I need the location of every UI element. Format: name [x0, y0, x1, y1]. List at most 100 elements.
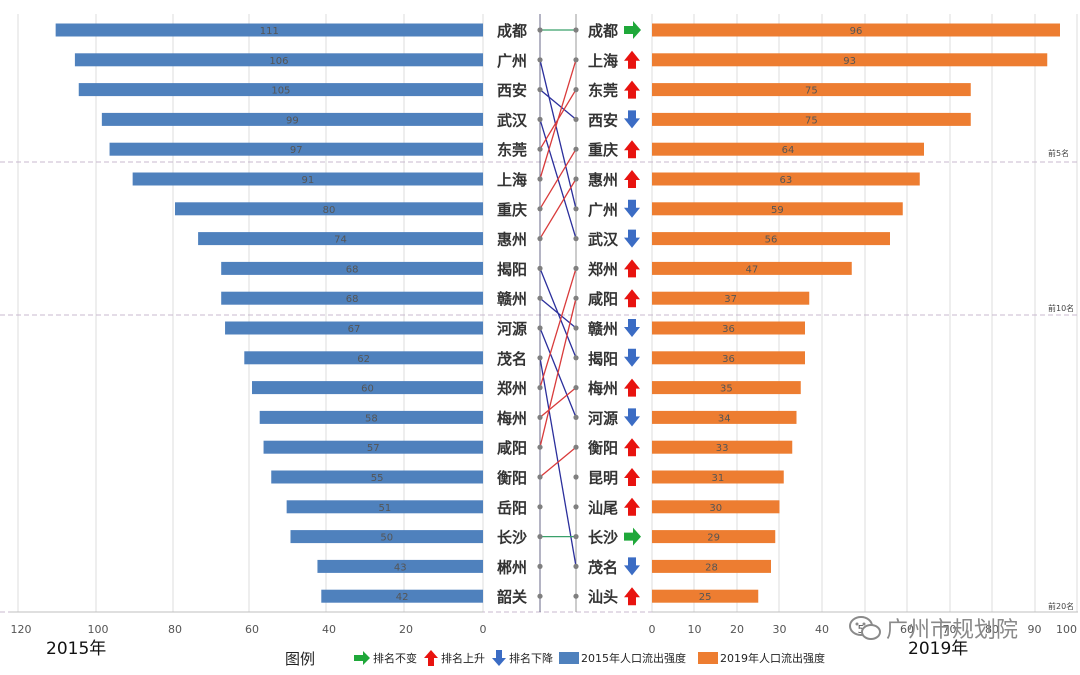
legend-item-2019: 2019年人口流出强度: [698, 650, 825, 666]
bar-2019-value: 35: [720, 384, 733, 395]
bar-2015-value: 68: [346, 294, 359, 305]
rank-dot-left: [537, 176, 543, 182]
city-label-2019: 汕尾: [588, 499, 618, 517]
bar-2015: [55, 23, 484, 37]
bar-2019: [652, 112, 971, 126]
bar-2019: [652, 321, 805, 335]
bar-2019: [652, 83, 971, 97]
city-label-2019: 茂名: [588, 558, 618, 576]
x-tick-left: 20: [399, 623, 413, 636]
city-label-2019: 揭阳: [588, 350, 618, 368]
city-label-2015: 东莞: [497, 141, 527, 159]
rank-link: [539, 89, 577, 120]
city-label-2015: 岳阳: [497, 499, 527, 517]
arrow-down-icon: [624, 319, 640, 337]
city-label-2019: 东莞: [588, 82, 618, 100]
bar-2015: [244, 351, 483, 365]
rank-dot-left: [537, 116, 543, 122]
rank-dot-right: [573, 474, 579, 480]
rank-dot-right: [573, 116, 579, 122]
bar-2015: [259, 410, 483, 424]
rank-dot-left: [537, 385, 543, 391]
rank-link: [539, 59, 577, 180]
bar-2019-value: 64: [782, 145, 795, 156]
bar-2015-value: 91: [301, 175, 314, 186]
x-tick-left: 80: [168, 623, 182, 636]
right-year-label: 2019年: [908, 639, 968, 659]
rank-dot-left: [537, 146, 543, 152]
rank-dot-left: [537, 87, 543, 93]
rank-dot-right: [573, 444, 579, 450]
rank-link: [539, 446, 577, 478]
rank-marker-label: 前5名: [1048, 148, 1069, 158]
bar-2015-value: 67: [348, 324, 361, 335]
arrow-right-icon: [354, 651, 371, 665]
rank-dot-right: [573, 593, 579, 599]
bar-2015: [263, 440, 483, 454]
bar-2015-value: 68: [346, 264, 359, 275]
rank-dot-right: [573, 236, 579, 242]
legend-title: 图例: [285, 649, 316, 668]
bar-2015: [78, 83, 483, 97]
city-label-2015: 惠州: [497, 231, 527, 249]
city-labels: 成都广州西安武汉东莞上海重庆惠州揭阳赣州河源茂名郑州梅州咸阳衡阳岳阳长沙郴州韶关…: [497, 21, 641, 606]
bar-2015-value: 42: [396, 592, 409, 603]
arrow-down-icon: [492, 650, 507, 666]
bar-2015: [198, 232, 483, 246]
right-bars-2019: 96 93 75 75 64 63 59 56 47 37 36 36 35 34 33 31 30 29 28 25: [652, 23, 1060, 603]
bar-2015: [74, 53, 484, 67]
rank-dot-left: [537, 414, 543, 420]
legend-label-2015: 2015年人口流出强度: [581, 652, 687, 665]
x-tick-left: 100: [88, 623, 109, 636]
rank-dot-right: [573, 414, 579, 420]
rank-dot-right: [573, 57, 579, 63]
x-tick-right: 90: [1028, 623, 1042, 636]
legend-label-down: 排名下降: [509, 652, 554, 665]
rank-dot-left: [537, 563, 543, 570]
bar-2015-value: 55: [371, 473, 384, 484]
bar-2019: [652, 351, 805, 365]
rank-dot-right: [573, 295, 579, 301]
city-label-2019: 上海: [588, 52, 618, 70]
rank-link: [539, 387, 577, 418]
bar-2019: [652, 440, 793, 454]
bar-2019: [652, 172, 920, 186]
legend-item-down: 排名下降: [491, 649, 553, 667]
bar-2015: [221, 291, 483, 305]
city-label-2019: 长沙: [588, 529, 618, 547]
bar-2019-value: 37: [724, 294, 737, 305]
bar-2019-value: 36: [722, 324, 735, 335]
watermark: 广州市规划院: [848, 612, 1018, 644]
rank-dot-left: [537, 355, 543, 361]
bar-2019: [652, 232, 890, 246]
city-label-2015: 梅州: [497, 409, 527, 427]
city-label-2015: 衡阳: [497, 469, 527, 487]
x-tick-left: 60: [245, 623, 259, 636]
legend-label-up: 排名上升: [441, 652, 486, 665]
city-label-2019: 武汉: [588, 231, 619, 249]
x-tick-right: 70: [943, 623, 957, 636]
bar-2015: [321, 589, 483, 603]
rank-dot-left: [537, 504, 543, 510]
x-tick-right: 10: [688, 623, 702, 636]
city-label-2019: 昆明: [588, 469, 618, 487]
bar-2015-value: 62: [357, 354, 370, 365]
rank-dot-left: [537, 474, 543, 480]
rank-dot-right: [573, 325, 579, 331]
arrow-down-icon: [624, 110, 640, 129]
rank-dot-right: [573, 27, 579, 33]
rank-dot-right: [573, 355, 579, 361]
x-tick-left: 120: [11, 623, 32, 636]
bar-2019-value: 93: [843, 56, 856, 67]
arrow-up-icon: [624, 587, 640, 606]
bar-2019-value: 28: [705, 562, 718, 573]
rank-link: [539, 178, 577, 239]
city-label-2015: 成都: [497, 22, 527, 40]
city-label-2019: 汕头: [588, 588, 618, 606]
rank-dot-right: [573, 265, 579, 271]
rank-dot-right: [573, 385, 579, 391]
arrow-up-icon: [624, 438, 640, 457]
bar-2015: [132, 172, 483, 186]
bar-2015-value: 50: [380, 533, 393, 544]
arrow-up-icon: [624, 140, 640, 159]
